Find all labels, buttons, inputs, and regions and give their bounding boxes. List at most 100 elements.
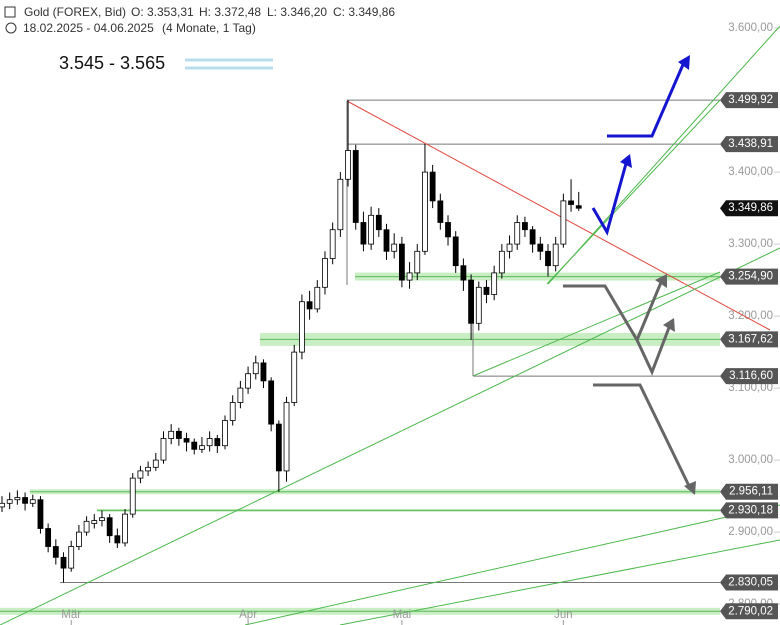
candles	[0, 100, 582, 583]
level-label: 3.499,92	[728, 94, 773, 106]
candle-body	[60, 556, 67, 569]
candle-body	[375, 214, 382, 231]
x-tick-label: Apr	[239, 609, 257, 621]
level-tag	[720, 574, 778, 591]
arrowhead	[663, 318, 675, 332]
candle-body	[360, 222, 367, 245]
candle-body	[314, 286, 321, 310]
candle-body	[337, 178, 344, 231]
y-tick-label: 3.600,00	[728, 22, 773, 34]
candle-body	[99, 517, 105, 521]
candle-body	[106, 517, 113, 537]
candle-body	[91, 520, 98, 524]
candle-body	[437, 200, 444, 223]
candle-body	[345, 150, 351, 180]
candle-body	[175, 430, 182, 439]
candle-body	[52, 546, 59, 558]
level-tag	[720, 92, 778, 109]
y-tick-label: 2.900,00	[728, 526, 773, 538]
symbol: Gold (FOREX, Bid)	[24, 5, 126, 19]
candle-body	[545, 250, 551, 267]
level-label: 3.438,91	[728, 138, 773, 150]
candle-body	[575, 205, 582, 209]
level-tag	[720, 136, 778, 153]
candle-body	[199, 445, 205, 450]
candle-body	[68, 546, 75, 569]
date-span: (4 Monate, 1 Tag)	[162, 21, 256, 35]
x-axis: Mär Apr Mai Jun	[61, 609, 573, 625]
target-annotation: 3.545 - 3.565	[59, 53, 165, 73]
candle-body	[160, 438, 167, 461]
candle-body	[414, 250, 421, 274]
level-tag	[720, 200, 778, 217]
level-label: 2.830,05	[728, 577, 773, 589]
candle-body	[498, 250, 505, 274]
candle-body	[398, 243, 405, 281]
trend-line	[339, 539, 780, 625]
candle-body	[268, 380, 275, 425]
date-range: 18.02.2025 - 04.06.2025	[23, 21, 154, 35]
candle-body	[383, 229, 390, 252]
arrowhead	[620, 154, 632, 168]
ohlc-high: H: 3.372,48	[199, 5, 261, 19]
level-label: 2.930,18	[728, 504, 773, 516]
trend-line	[0, 247, 780, 625]
y-tick-label: 3.300,00	[728, 238, 773, 250]
level-tag	[720, 603, 778, 620]
candle-body	[129, 477, 136, 515]
level-tag	[720, 268, 778, 285]
y-tick-label: 3.000,00	[728, 454, 773, 466]
candle-body	[214, 438, 221, 447]
candle-body	[352, 150, 359, 223]
candle-body	[422, 171, 428, 252]
candle-body	[475, 286, 482, 324]
candle-body	[222, 420, 228, 447]
level-label: 2.790,02	[728, 605, 773, 617]
level-label: 3.167,62	[728, 333, 773, 345]
trend-line	[547, 25, 780, 285]
candle-body	[291, 351, 298, 403]
clock-icon	[5, 22, 17, 34]
candle-body	[29, 499, 36, 504]
drawings	[0, 25, 780, 625]
candle-body	[306, 301, 313, 310]
arrow-path	[593, 383, 692, 489]
level-label: 3.254,90	[728, 271, 773, 283]
candle-body	[406, 272, 413, 281]
levels	[0, 99, 720, 615]
y-tick-label: 3.400,00	[728, 166, 773, 178]
arrow-path	[591, 159, 629, 236]
trend-line	[244, 504, 780, 625]
x-tick-label: Mai	[393, 609, 412, 621]
level-tag	[720, 331, 778, 348]
level-tag	[720, 483, 778, 500]
candle-body	[114, 535, 121, 544]
candle-body	[445, 222, 451, 238]
y-tick-label: 3.200,00	[728, 310, 773, 322]
y-axis: 3.600,00 3.400,00 3.300,00 3.200,00 3.100,00…	[728, 22, 780, 610]
candle-body	[283, 402, 290, 472]
candle-body	[368, 214, 375, 245]
x-tick-label: Mär	[61, 609, 81, 621]
candle-body	[14, 497, 21, 501]
candle-body	[237, 387, 244, 403]
candle-body	[329, 229, 336, 259]
candle-body	[252, 362, 259, 375]
symbol-icon	[4, 6, 16, 18]
level-label: 3.349,86	[728, 202, 773, 214]
candle-body	[560, 200, 567, 245]
candle-body	[206, 438, 213, 447]
candle-body	[491, 272, 498, 295]
arrowhead	[655, 274, 667, 288]
candle-body	[322, 258, 328, 288]
candle-body	[568, 200, 574, 205]
arrowhead	[678, 55, 690, 70]
candle-body	[299, 301, 305, 353]
arrow-path	[607, 59, 687, 138]
arrow-path	[635, 324, 672, 376]
candle-body	[45, 528, 52, 547]
ohlc-low: L: 3.346,20	[267, 5, 327, 19]
candle-body	[260, 362, 267, 382]
candle-body	[245, 373, 251, 389]
